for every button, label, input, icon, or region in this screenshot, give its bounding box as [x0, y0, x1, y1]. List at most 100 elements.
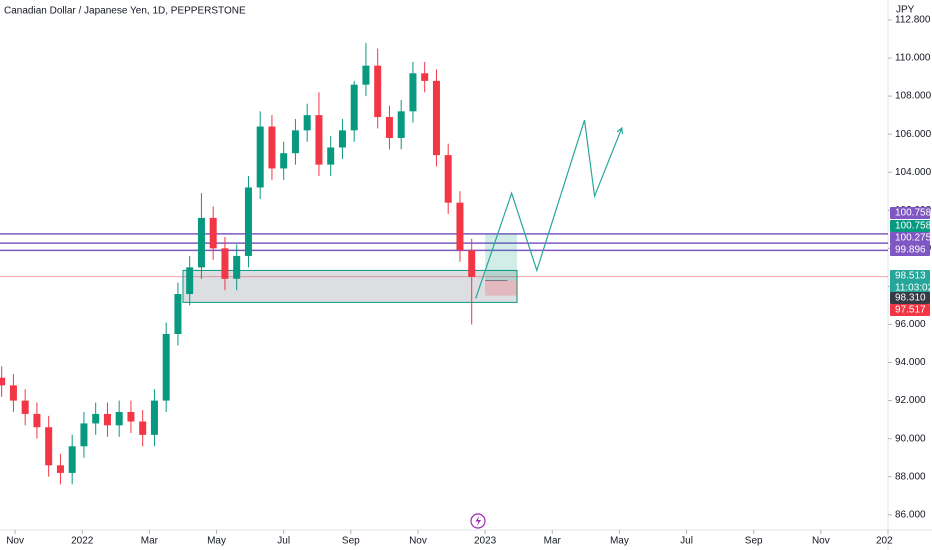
price-tag-box: [890, 292, 930, 304]
candle-body: [92, 413, 100, 424]
position-target: [485, 233, 518, 281]
candle-body: [9, 385, 17, 401]
price-tag-box: [890, 270, 930, 294]
price-tag-label: 100.758: [895, 221, 932, 232]
candle-body: [338, 130, 346, 148]
price-tag: 97.517: [890, 304, 930, 316]
candle-body: [385, 117, 393, 138]
price-tag-timer: 11:03:02: [895, 283, 932, 294]
price-tag-label: 97.517: [895, 305, 926, 316]
price-tag-box: [890, 304, 930, 316]
candle-body: [233, 255, 241, 279]
price-tag-box: [890, 244, 930, 256]
y-tick-label: 92.000: [895, 395, 926, 406]
y-tick-label: 96.000: [895, 319, 926, 330]
y-tick-label: 94.000: [895, 357, 926, 368]
candle-body: [127, 412, 135, 422]
candle-body: [397, 111, 405, 138]
y-tick-label: 108.000: [895, 91, 932, 102]
candle-body: [374, 65, 382, 118]
price-tag: 100.758: [890, 220, 932, 232]
x-tick-label: Jul: [680, 536, 693, 547]
events-icon[interactable]: [470, 513, 486, 529]
x-tick-label: Nov: [812, 536, 830, 547]
price-tag: 100.758: [890, 207, 932, 219]
candle-body: [115, 412, 123, 426]
x-tick-label: 2023: [474, 536, 497, 547]
candle-body: [303, 115, 311, 131]
candle-body: [221, 248, 229, 279]
candle-body: [468, 250, 476, 277]
x-tick-label: Sep: [342, 536, 360, 547]
candle-body: [33, 413, 41, 428]
candle-body: [139, 421, 147, 435]
candle-body: [444, 155, 452, 203]
candle-body: [80, 423, 88, 447]
candle-body: [456, 202, 464, 251]
candle-body: [68, 446, 76, 473]
candle-body: [209, 217, 217, 249]
x-tick-label: May: [610, 536, 629, 547]
price-tag-box: [890, 232, 930, 244]
event-bolt[interactable]: [475, 516, 482, 526]
price-tag-label: 98.310: [895, 293, 926, 304]
candle-body: [268, 126, 276, 169]
candle-body: [21, 400, 29, 414]
x-tick-label: May: [207, 536, 226, 547]
x-tick-label: Jul: [277, 536, 290, 547]
candle-body: [280, 153, 288, 169]
candle-body: [186, 267, 194, 295]
y-tick-label: 110.000: [895, 53, 931, 64]
candle-body: [0, 377, 6, 386]
price-tag-box: [890, 220, 930, 232]
candle-body: [421, 73, 429, 81]
price-tag: 98.310: [890, 292, 930, 304]
candle-body: [432, 80, 440, 156]
x-tick-label: 2022: [71, 536, 94, 547]
candle-body: [197, 217, 205, 268]
price-tag: 100.275: [890, 232, 932, 244]
x-tick-label: Mar: [544, 536, 562, 547]
y-tick-label: 104.000: [895, 167, 932, 178]
candle-body: [174, 294, 182, 334]
candle-body: [350, 84, 358, 131]
price-tag-label: 100.275: [895, 233, 932, 244]
y-tick-label: 86.000: [895, 509, 926, 520]
zone: [182, 269, 518, 303]
price-tag-box: [890, 207, 930, 219]
candle-body: [150, 400, 158, 435]
x-tick-label: 202: [876, 536, 893, 547]
price-tag: 99.896: [890, 244, 930, 256]
chart-title: Canadian Dollar / Japanese Yen, 1D, PEPP…: [4, 6, 246, 17]
candle-body: [45, 427, 53, 466]
event-circle[interactable]: [470, 513, 486, 529]
currency-label: JPY: [896, 5, 915, 16]
x-tick-label: Nov: [409, 536, 427, 547]
y-tick-label: 88.000: [895, 471, 926, 482]
x-tick-label: Nov: [6, 536, 24, 547]
candle-body: [362, 65, 370, 85]
candle-body: [244, 187, 252, 256]
y-tick-label: 112.800: [895, 15, 931, 26]
candle-body: [162, 333, 170, 401]
candle-body: [327, 147, 335, 165]
y-tick-label: 90.000: [895, 433, 926, 444]
y-tick-label: 106.000: [895, 129, 932, 140]
position-stop: [485, 280, 518, 296]
projection-arrow: [616, 126, 624, 135]
price-tag-label: 99.896: [895, 245, 926, 256]
candle-body: [315, 115, 323, 165]
price-tag-label: 100.758: [895, 208, 932, 219]
candle-body: [256, 126, 264, 188]
candle-body: [56, 465, 64, 473]
projection-path: [475, 119, 623, 299]
candle-body: [409, 73, 417, 112]
x-tick-label: Mar: [141, 536, 159, 547]
candle-body: [103, 413, 111, 426]
candle-body: [291, 130, 299, 154]
price-tag-label: 98.513: [895, 271, 926, 282]
x-tick-label: Sep: [745, 536, 763, 547]
